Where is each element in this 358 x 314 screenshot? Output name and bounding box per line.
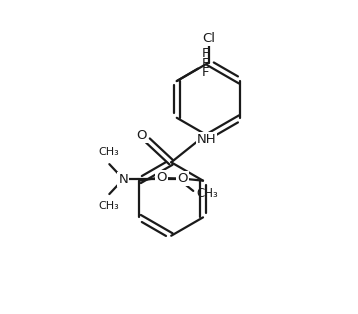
Text: F: F [202,67,209,79]
Text: Cl: Cl [202,32,215,45]
Text: CH₃: CH₃ [98,201,119,211]
Text: F: F [202,57,209,69]
Text: CH₃: CH₃ [98,147,119,157]
Text: CH₃: CH₃ [197,187,218,200]
Text: O: O [156,171,166,184]
Text: O: O [136,129,147,142]
Text: F: F [202,46,209,60]
Text: O: O [178,172,188,185]
Text: N: N [118,173,128,186]
Text: NH: NH [197,133,216,146]
